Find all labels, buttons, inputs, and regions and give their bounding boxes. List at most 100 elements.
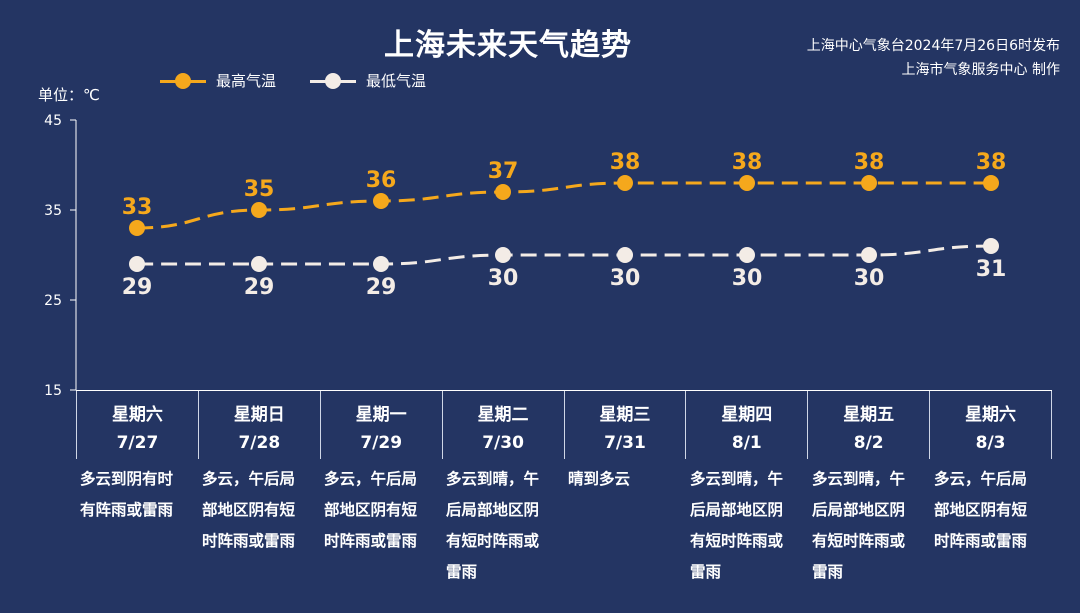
forecast-line: 雷雨 (690, 563, 722, 581)
data-point-high (739, 175, 755, 191)
data-label-high: 38 (732, 150, 763, 175)
forecast-line: 晴到多云 (568, 470, 631, 488)
forecast-description: 多云，午后局 部地区阴有短 时阵雨或雷雨 (198, 464, 320, 588)
forecast-line: 部地区阴有短 (934, 501, 1028, 519)
weekday-label: 星期一 (355, 405, 407, 425)
forecast-description: 多云到晴，午 后局部地区阴 有短时阵雨或 雷雨 (686, 464, 808, 588)
forecast-line: 有短时阵雨或 (812, 532, 906, 550)
data-label-high: 38 (610, 150, 641, 175)
forecast-line: 时阵雨或雷雨 (934, 532, 1028, 550)
date-label: 8/2 (853, 433, 884, 453)
forecast-descriptions: 多云到阴有时 有阵雨或雷雨 多云，午后局 部地区阴有短 时阵雨或雷雨 多云，午后局 部地区阴… (76, 464, 1052, 588)
date-label: 7/30 (482, 433, 524, 453)
legend-label-high: 最高气温 (216, 72, 277, 90)
data-label-high: 33 (122, 195, 153, 220)
forecast-description: 多云到晴，午 后局部地区阴 有短时阵雨或 雷雨 (808, 464, 930, 588)
data-point-high (129, 220, 145, 236)
forecast-description: 多云，午后局 部地区阴有短 时阵雨或雷雨 (320, 464, 442, 588)
date-label: 7/31 (604, 433, 646, 453)
day-columns: 星期六 7/27 星期日 7/28 星期一 7/29 星期二 7/30 星期三 7/31 星期四 8/… (76, 390, 1052, 459)
forecast-description: 多云到阴有时 有阵雨或雷雨 (76, 464, 198, 588)
data-point-low (739, 247, 755, 263)
data-label-high: 36 (366, 168, 397, 193)
data-label-low: 30 (488, 266, 519, 291)
unit-label: 单位：℃ (38, 86, 100, 104)
forecast-line: 有短时阵雨或 (690, 532, 784, 550)
forecast-line: 多云到晴，午 (690, 470, 784, 488)
legend-item-high: 最高气温 (160, 70, 276, 91)
data-point-high (495, 184, 511, 200)
data-point-low (983, 238, 999, 254)
forecast-line: 部地区阴有短 (324, 501, 418, 519)
data-point-high (373, 193, 389, 209)
forecast-line: 雷雨 (446, 563, 478, 581)
data-point-low (251, 256, 267, 272)
weekday-label: 星期六 (111, 405, 163, 425)
day-column: 星期日 7/28 (197, 391, 320, 459)
date-label: 7/28 (238, 433, 281, 453)
y-tick-label: 35 (44, 203, 62, 219)
forecast-line: 多云，午后局 (934, 470, 1028, 488)
source-line-2: 上海市气象服务中心 制作 (901, 62, 1060, 78)
forecast-description: 晴到多云 (564, 464, 686, 588)
data-label-low: 31 (976, 257, 1007, 282)
forecast-line: 时阵雨或雷雨 (324, 532, 418, 550)
data-label-low: 29 (122, 275, 153, 300)
source-info: 上海中心气象台2024年7月26日6时发布 上海市气象服务中心 制作 (807, 34, 1060, 82)
weekday-label: 星期日 (233, 405, 285, 425)
y-tick-label: 45 (44, 113, 62, 129)
forecast-line: 雷雨 (812, 563, 844, 581)
forecast-line: 时阵雨或雷雨 (202, 532, 296, 550)
data-label-low: 30 (732, 266, 763, 291)
data-label-low: 30 (610, 266, 641, 291)
day-column: 星期五 8/2 (807, 391, 929, 459)
data-label-low: 29 (366, 275, 397, 300)
legend-swatch-low (310, 72, 357, 89)
forecast-line: 后局部地区阴 (690, 501, 784, 519)
data-label-low: 30 (854, 266, 885, 291)
legend: 最高气温 最低气温 (160, 70, 460, 91)
date-label: 8/1 (731, 433, 762, 453)
forecast-line: 有短时阵雨或 (446, 532, 540, 550)
forecast-description: 多云，午后局 部地区阴有短 时阵雨或雷雨 (930, 464, 1052, 588)
day-column: 星期一 7/29 (319, 391, 442, 459)
data-point-high (617, 175, 633, 191)
forecast-line: 多云到阴有时 (80, 470, 174, 488)
data-label-high: 37 (488, 159, 519, 184)
day-column: 星期六 7/27 (76, 391, 198, 459)
y-tick-label: 15 (44, 383, 62, 399)
legend-swatch-high (160, 72, 206, 89)
weekday-label: 星期四 (721, 405, 773, 425)
forecast-line: 多云到晴，午 (446, 470, 540, 488)
data-label-high: 38 (854, 150, 885, 175)
legend-item-low: 最低气温 (310, 70, 426, 91)
forecast-line: 多云，午后局 (324, 470, 418, 488)
date-label: 8/3 (975, 433, 1006, 453)
data-point-low (861, 247, 877, 263)
data-label-low: 29 (244, 275, 275, 300)
weekday-label: 星期三 (599, 405, 651, 425)
day-column: 星期三 7/31 (563, 391, 686, 459)
forecast-line: 多云到晴，午 (812, 470, 906, 488)
data-point-low (129, 256, 145, 272)
y-tick-label: 25 (44, 293, 62, 309)
data-point-high (983, 175, 999, 191)
forecast-line: 多云，午后局 (202, 470, 296, 488)
forecast-line: 后局部地区阴 (446, 501, 540, 519)
day-column: 星期六 8/3 (929, 391, 1052, 459)
data-label-high: 38 (976, 150, 1007, 175)
day-column: 星期二 7/30 (441, 391, 564, 459)
date-label: 7/29 (360, 433, 403, 453)
data-point-low (373, 256, 389, 272)
chart-title: 上海未来天气趋势 (384, 28, 632, 63)
weekday-label: 星期二 (477, 405, 529, 425)
data-label-high: 35 (244, 177, 275, 202)
data-point-low (617, 247, 633, 263)
forecast-line: 有阵雨或雷雨 (80, 501, 174, 519)
source-line-1: 上海中心气象台2024年7月26日6时发布 (806, 38, 1060, 54)
day-column: 星期四 8/1 (685, 391, 807, 459)
date-label: 7/27 (116, 433, 159, 453)
weekday-label: 星期六 (965, 405, 1017, 425)
weekday-label: 星期五 (843, 405, 895, 425)
data-point-high (251, 202, 267, 218)
